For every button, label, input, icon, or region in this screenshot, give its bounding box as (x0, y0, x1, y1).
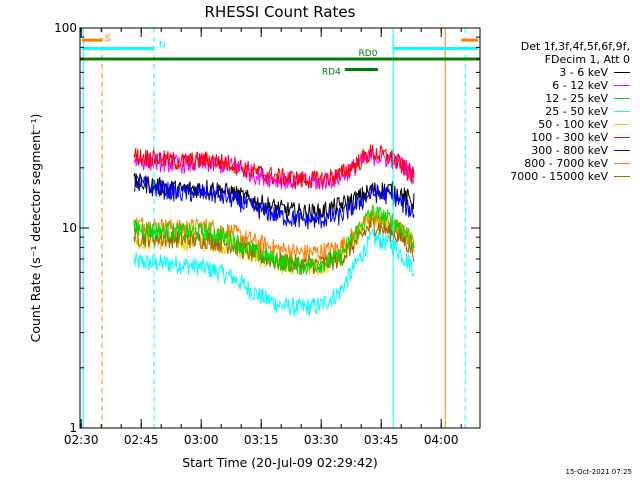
series-line-300-800-kev (133, 174, 415, 230)
legend-swatch (614, 111, 630, 112)
y-axis-label: Count Rate (s⁻¹ detector segment⁻¹) (28, 114, 43, 343)
legend-swatch (614, 72, 630, 73)
x-tick-label: 03:45 (364, 433, 399, 447)
series-line-6-12-kev (133, 147, 415, 191)
x-tick-label: 02:30 (64, 433, 99, 447)
legend-label: 3 - 6 keV (559, 66, 608, 79)
series-group (133, 144, 415, 317)
x-tick-label: 03:00 (184, 433, 219, 447)
legend-header-line: FDecim 1, Att 0 (544, 53, 630, 66)
chart-title: RHESSI Count Rates (205, 3, 356, 21)
state-label-n: N (159, 40, 166, 50)
state-label-s: S (105, 34, 111, 44)
y-tick-label: 10 (62, 221, 77, 235)
legend-entry: 100 - 300 keV (478, 131, 630, 144)
legend-entry: 25 - 50 keV (478, 105, 630, 118)
legend-entry: 12 - 25 keV (478, 92, 630, 105)
series-line-100-300-kev (133, 144, 415, 190)
series-line-3-6-kev (133, 173, 415, 224)
axes-group: 02:30 02:45 03:00 03:15 03:30 03:45 04:00 1 10 10… (54, 21, 480, 447)
legend-header-line: Det 1f,3f,4f,5f,6f,9f, (520, 40, 630, 53)
legend-label: 6 - 12 keV (552, 79, 608, 92)
series-line-12-25-kev (133, 204, 415, 276)
legend-entry: 50 - 100 keV (478, 118, 630, 131)
x-tick-label: 02:45 (124, 433, 159, 447)
legend-entry: 3 - 6 keV (478, 66, 630, 79)
legend-entry: 7000 - 15000 keV (478, 170, 630, 183)
legend-label: 7000 - 15000 keV (510, 170, 608, 183)
x-axis-label: Start Time (20-Jul-09 02:29:42) (182, 455, 378, 470)
legend-entry: 300 - 800 keV (478, 144, 630, 157)
legend-label: 800 - 7000 keV (524, 157, 608, 170)
legend-label: 50 - 100 keV (538, 118, 608, 131)
x-tick-label: 04:00 (424, 433, 459, 447)
legend-label: 100 - 300 keV (531, 131, 608, 144)
legend-label: 12 - 25 keV (545, 92, 608, 105)
series-line-25-50-kev (133, 228, 415, 317)
legend-swatch (614, 163, 630, 164)
legend-swatch (614, 176, 630, 177)
legend-entry: 6 - 12 keV (478, 79, 630, 92)
y-tick-label: 1 (69, 421, 77, 435)
legend-label: 300 - 800 keV (531, 144, 608, 157)
state-label-rd4: RD4 (322, 68, 341, 78)
legend-swatch (614, 124, 630, 125)
legend-entry: 800 - 7000 keV (478, 157, 630, 170)
footer-timestamp: 15-Oct-2021 07:25 (565, 468, 632, 476)
state-label-rd0: RD0 (359, 49, 378, 59)
legend-swatch (614, 150, 630, 151)
legend-swatch (614, 85, 630, 86)
state-markers-group: S N RD0 RD4 (80, 28, 480, 428)
x-tick-label: 03:30 (304, 433, 339, 447)
legend-label: 25 - 50 keV (545, 105, 608, 118)
x-tick-label: 03:15 (244, 433, 279, 447)
legend-swatch (614, 137, 630, 138)
legend-swatch (614, 98, 630, 99)
y-tick-label: 100 (54, 21, 77, 35)
